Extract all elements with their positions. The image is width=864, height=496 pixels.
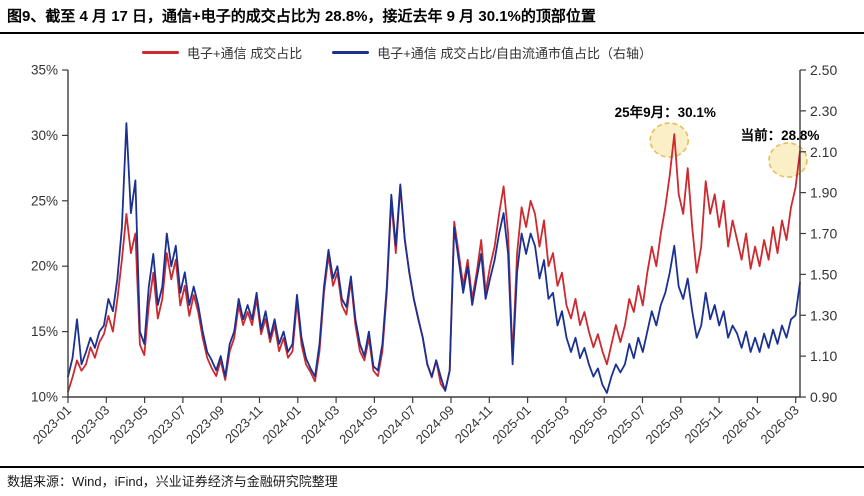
right-tick-label: 1.50 [810, 266, 837, 282]
x-tick-label: 2023-11 [222, 403, 266, 447]
x-tick-label: 2026-03 [757, 403, 801, 447]
right-tick-label: 2.50 [810, 62, 837, 78]
x-tick-label: 2025-07 [604, 403, 648, 447]
highlight-circle [768, 142, 808, 178]
chart-legend: 电子+通信 成交占比 电子+通信 成交占比/自由流通市值占比（右轴） [142, 43, 652, 62]
series-lines [67, 122, 801, 394]
left-tick-label: 10% [31, 390, 58, 405]
x-tick-label: 2023-09 [183, 403, 227, 447]
x-tick-label: 2024-05 [336, 403, 380, 447]
x-tick-label: 2024-03 [298, 403, 342, 447]
x-tick-label: 2023-07 [145, 403, 189, 447]
right-tick-label: 1.90 [810, 185, 837, 201]
right-tick-label: 1.30 [810, 307, 837, 323]
legend-line-blue [332, 51, 370, 54]
x-tick-label: 2026-01 [719, 403, 763, 447]
x-tick-label: 2024-09 [413, 403, 457, 447]
left-tick-label: 20% [31, 259, 58, 274]
right-tick-label: 1.70 [810, 226, 837, 242]
annotation-label: 25年9月：30.1% [615, 104, 716, 120]
x-tick-label: 2025-11 [682, 403, 726, 447]
x-tick-label: 2024-01 [260, 403, 304, 447]
title-divider [0, 32, 864, 34]
annotation-labels: 25年9月：30.1% 当前：28.8% [615, 104, 820, 143]
data-source-note: 数据来源：Wind，iFind，兴业证券经济与金融研究院整理 [7, 474, 338, 489]
legend-label: 电子+通信 成交占比 [187, 46, 303, 61]
figure-title: 图9、截至 4 月 17 日，通信+电子的成交占比为 28.8%，接近去年 9 … [7, 8, 596, 25]
right-tick-label: 2.10 [810, 144, 837, 160]
right-tick-label: 0.90 [810, 389, 837, 405]
left-tick-label: 25% [31, 193, 58, 208]
legend-line-red [142, 51, 179, 54]
right-tick-label: 2.30 [810, 103, 837, 119]
x-tick-label: 2025-03 [528, 403, 572, 447]
x-tick-label: 2023-03 [68, 403, 112, 447]
legend-item-turnover-share: 电子+通信 成交占比 [142, 43, 302, 62]
x-tick-label: 2025-05 [566, 403, 610, 447]
right-tick-label: 1.10 [810, 348, 837, 364]
x-tick-label: 2024-07 [374, 403, 418, 447]
left-tick-label: 30% [31, 128, 58, 143]
x-tick-label: 2025-01 [489, 403, 533, 447]
series-line-ratio [67, 122, 801, 394]
left-tick-label: 15% [31, 324, 58, 339]
highlight-circle [649, 122, 690, 158]
x-tick-label: 2024-11 [452, 403, 496, 447]
source-divider [0, 466, 864, 468]
x-tick-label: 2025-09 [643, 403, 687, 447]
axes-and-ticks: 35% 30% 25% 20% 15% 10% 2.50 2.30 2.10 1.90 1.70 1.… [30, 62, 838, 447]
x-tick-label: 2023-01 [30, 403, 74, 447]
legend-item-ratio: 电子+通信 成交占比/自由流通市值占比（右轴） [332, 43, 652, 62]
annotation-label: 当前：28.8% [741, 127, 820, 143]
x-tick-label: 2023-05 [106, 403, 150, 447]
left-tick-label: 35% [31, 63, 58, 78]
legend-label: 电子+通信 成交占比/自由流通市值占比（右轴） [377, 46, 653, 61]
